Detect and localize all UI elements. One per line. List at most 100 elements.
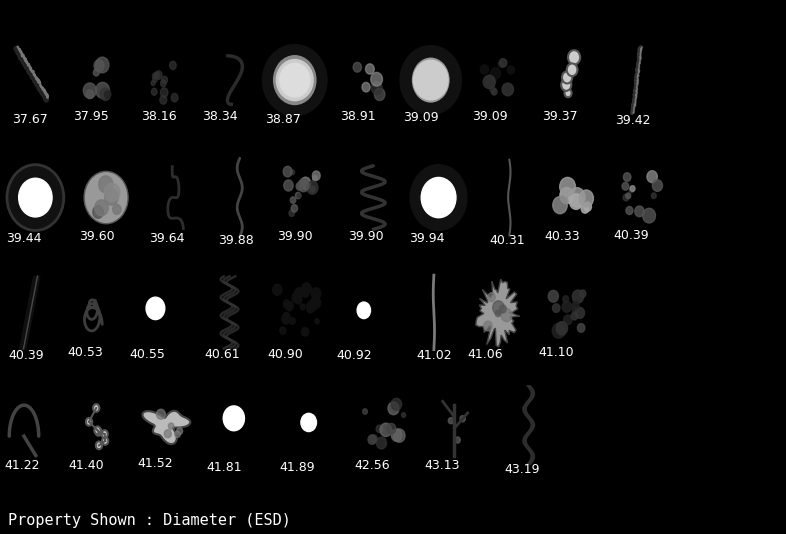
Text: 40.31: 40.31: [490, 234, 525, 247]
Text: 39.44: 39.44: [6, 232, 42, 245]
Circle shape: [168, 423, 174, 429]
Circle shape: [391, 398, 402, 410]
Circle shape: [507, 66, 515, 74]
Circle shape: [289, 210, 295, 216]
Text: 40.53: 40.53: [67, 347, 103, 359]
Circle shape: [579, 290, 586, 297]
Text: 40.92: 40.92: [336, 349, 372, 362]
Circle shape: [98, 176, 113, 193]
Circle shape: [560, 187, 574, 203]
Circle shape: [413, 60, 448, 100]
Circle shape: [19, 178, 52, 217]
Text: 41.02: 41.02: [417, 349, 452, 362]
Circle shape: [151, 81, 155, 85]
Circle shape: [563, 296, 569, 303]
Circle shape: [307, 301, 316, 312]
Circle shape: [273, 284, 282, 295]
Circle shape: [95, 200, 108, 216]
Circle shape: [152, 73, 157, 79]
Circle shape: [283, 312, 290, 321]
Circle shape: [7, 164, 64, 231]
Circle shape: [553, 197, 567, 214]
Circle shape: [160, 96, 167, 104]
Circle shape: [498, 61, 504, 68]
Circle shape: [362, 409, 367, 414]
Circle shape: [100, 88, 111, 100]
Circle shape: [564, 315, 572, 325]
Text: 40.90: 40.90: [268, 348, 303, 361]
Text: 40.39: 40.39: [613, 229, 648, 242]
Circle shape: [84, 171, 128, 224]
Circle shape: [394, 429, 405, 442]
Text: 39.64: 39.64: [149, 232, 185, 245]
Text: 39.09: 39.09: [403, 112, 439, 124]
Circle shape: [455, 437, 461, 443]
Circle shape: [94, 60, 104, 72]
Text: Property Shown : Diameter (ESD): Property Shown : Diameter (ESD): [8, 513, 291, 528]
Circle shape: [553, 304, 560, 312]
Circle shape: [569, 187, 585, 207]
Text: 40.55: 40.55: [129, 348, 165, 361]
Text: 39.42: 39.42: [615, 114, 651, 127]
Circle shape: [365, 64, 374, 74]
Circle shape: [289, 318, 296, 325]
Circle shape: [581, 204, 589, 213]
Circle shape: [146, 297, 165, 319]
Circle shape: [96, 442, 102, 449]
Circle shape: [102, 437, 108, 445]
Circle shape: [307, 181, 318, 194]
Circle shape: [296, 287, 303, 295]
Circle shape: [300, 177, 310, 190]
Circle shape: [101, 430, 108, 438]
Circle shape: [371, 82, 382, 95]
Circle shape: [484, 321, 492, 331]
Circle shape: [95, 428, 101, 436]
Circle shape: [362, 82, 370, 92]
Circle shape: [570, 194, 582, 209]
Circle shape: [626, 207, 633, 215]
Circle shape: [371, 73, 383, 86]
Circle shape: [171, 93, 178, 102]
Circle shape: [652, 180, 663, 191]
Circle shape: [376, 437, 387, 449]
Circle shape: [491, 89, 497, 95]
Circle shape: [647, 171, 657, 183]
Circle shape: [312, 171, 320, 180]
Circle shape: [302, 283, 311, 294]
Circle shape: [112, 205, 121, 214]
Circle shape: [493, 301, 504, 315]
Circle shape: [500, 305, 506, 313]
Circle shape: [154, 72, 160, 78]
Polygon shape: [476, 279, 520, 347]
Circle shape: [575, 307, 585, 318]
Text: 41.10: 41.10: [538, 347, 574, 359]
Circle shape: [480, 65, 489, 74]
Circle shape: [562, 302, 571, 312]
Circle shape: [96, 57, 109, 73]
Circle shape: [388, 402, 399, 415]
Circle shape: [302, 327, 309, 336]
Circle shape: [296, 183, 303, 190]
Circle shape: [370, 435, 377, 443]
Circle shape: [374, 88, 385, 100]
Text: 43.19: 43.19: [505, 462, 540, 476]
Circle shape: [291, 170, 295, 175]
Text: 42.56: 42.56: [354, 459, 390, 472]
Circle shape: [623, 172, 631, 182]
Circle shape: [313, 176, 318, 181]
Circle shape: [310, 186, 315, 192]
Ellipse shape: [281, 396, 340, 453]
Circle shape: [131, 280, 186, 345]
Circle shape: [152, 77, 157, 82]
Circle shape: [553, 323, 565, 338]
Circle shape: [571, 312, 578, 320]
Circle shape: [310, 297, 321, 309]
Circle shape: [406, 51, 456, 109]
Circle shape: [502, 83, 513, 96]
Circle shape: [357, 302, 370, 319]
Circle shape: [281, 314, 290, 324]
Circle shape: [578, 324, 585, 332]
Polygon shape: [142, 411, 190, 444]
Circle shape: [402, 413, 406, 418]
Circle shape: [105, 183, 119, 202]
